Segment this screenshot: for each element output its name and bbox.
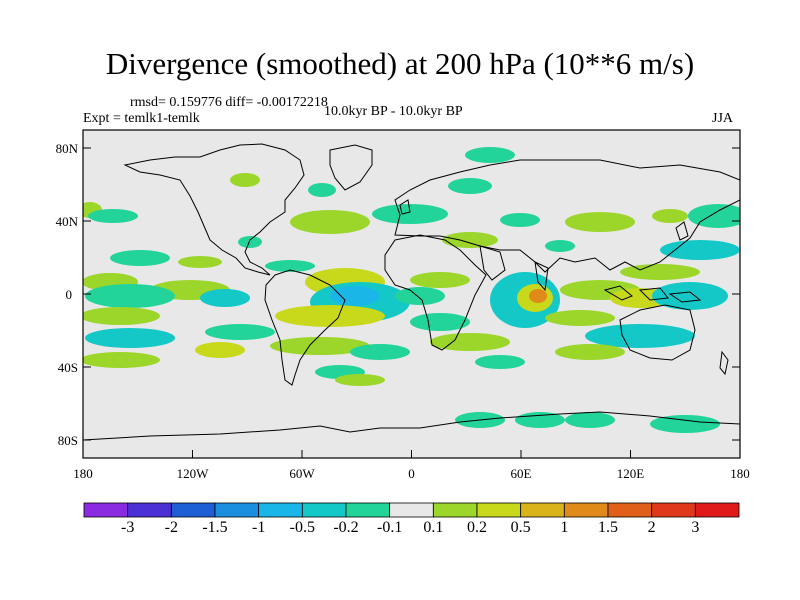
field-blob: [660, 240, 740, 260]
longitude-axis: 180 120W 60W 0 60E 120E 180: [73, 450, 750, 481]
lon-label: 120W: [177, 466, 210, 481]
lat-label: 40S: [58, 360, 78, 375]
field-blob: [265, 260, 315, 272]
field-blob: [465, 147, 515, 163]
field-blob: [335, 374, 385, 386]
colorbar-swatch: [214, 502, 260, 518]
field-blob: [372, 204, 448, 224]
field-blob: [410, 313, 470, 331]
divergence-field: [83, 147, 740, 433]
lon-label: 180: [730, 466, 750, 481]
colorbar-label: 0.5: [511, 519, 531, 536]
colorbar-label: -0.2: [333, 519, 358, 536]
field-blob: [350, 344, 410, 360]
colorbar-swatch: [563, 502, 609, 518]
colorbar-label: 0.1: [423, 519, 443, 536]
field-blob: [205, 324, 275, 340]
colorbar-label: 1: [560, 519, 568, 536]
lon-label: 0: [408, 466, 415, 481]
lon-label: 60E: [511, 466, 532, 481]
field-blob: [545, 310, 615, 326]
field-blob: [410, 272, 470, 288]
colorbar-label: 0.2: [467, 519, 487, 536]
field-blob: [110, 250, 170, 266]
colorbar-label: 2: [648, 519, 656, 536]
colorbar-label: -1: [252, 519, 265, 536]
field-blob: [275, 305, 385, 327]
field-blob: [585, 324, 695, 348]
field-blob: [270, 337, 370, 355]
colorbar-swatch: [607, 502, 653, 518]
field-blob: [308, 183, 336, 197]
colorbar-swatch: [694, 502, 740, 518]
colorbar-swatch: [520, 502, 565, 518]
field-blob: [650, 415, 720, 433]
latitude-axis: 80N 40N 0 40S 80S: [56, 141, 740, 448]
colorbar-label: 1.5: [598, 519, 618, 536]
field-blob: [545, 240, 575, 252]
colorbar-label: -0.5: [290, 519, 315, 536]
field-blob: [442, 232, 498, 248]
field-blob: [688, 204, 740, 228]
field-blob: [500, 213, 540, 227]
field-blob: [85, 284, 175, 308]
field-blob: [529, 289, 547, 303]
lon-label: 180: [73, 466, 93, 481]
lat-label: 80N: [56, 141, 79, 156]
chart-title: Divergence (smoothed) at 200 hPa (10**6 …: [105, 46, 695, 81]
experiment-label: Expt = temlk1-temlk: [83, 111, 200, 126]
field-blob: [330, 286, 380, 306]
field-blob: [290, 210, 370, 234]
field-blob: [652, 209, 688, 223]
field-blob: [652, 282, 728, 310]
field-blob: [448, 178, 492, 194]
colorbar: -3 -2 -1.5 -1 -0.5 -0.2 -0.1 0.1 0.2 0.5 1 1.5 2 3: [83, 502, 740, 536]
colorbar-swatch: [345, 502, 391, 518]
colorbar-label: 3: [691, 519, 699, 536]
colorbar-label: -2: [165, 519, 178, 536]
colorbar-label: -3: [121, 519, 134, 536]
field-blob: [200, 289, 250, 307]
colorbar-swatch: [170, 502, 216, 518]
field-blob: [620, 264, 700, 280]
colorbar-swatch: [476, 502, 522, 518]
lat-label: 40N: [56, 214, 79, 229]
field-blob: [230, 173, 260, 187]
field-blob: [195, 342, 245, 358]
field-blob: [565, 212, 635, 232]
lat-label: 0: [66, 287, 73, 302]
colorbar-swatch: [258, 502, 303, 518]
field-blob: [555, 344, 625, 360]
coastlines: [83, 143, 740, 441]
period-label: 10.0kyr BP - 10.0kyr BP: [324, 104, 463, 119]
field-blob: [475, 355, 525, 369]
field-blob: [83, 307, 160, 325]
colorbar-swatch: [651, 502, 696, 518]
stats-text: rmsd= 0.159776 diff= -0.00172218: [130, 95, 328, 110]
field-blob: [395, 287, 445, 305]
colorbar-swatch: [389, 502, 434, 518]
colorbar-label: -1.5: [202, 519, 227, 536]
colorbar-swatch: [301, 502, 347, 518]
field-blob: [88, 209, 138, 223]
season-label: JJA: [712, 111, 734, 126]
field-blob: [85, 328, 175, 348]
field-blob: [83, 352, 160, 368]
colorbar-swatch: [83, 502, 129, 518]
lon-label: 120E: [617, 466, 645, 481]
field-blob: [565, 412, 615, 428]
colorbar-swatch: [432, 502, 478, 518]
colorbar-label: -0.1: [377, 519, 402, 536]
colorbar-swatch: [127, 502, 172, 518]
lat-label: 80S: [58, 433, 78, 448]
field-blob: [178, 256, 222, 268]
lon-label: 60W: [289, 466, 315, 481]
field-blob: [430, 333, 510, 351]
field-blob: [238, 236, 262, 248]
